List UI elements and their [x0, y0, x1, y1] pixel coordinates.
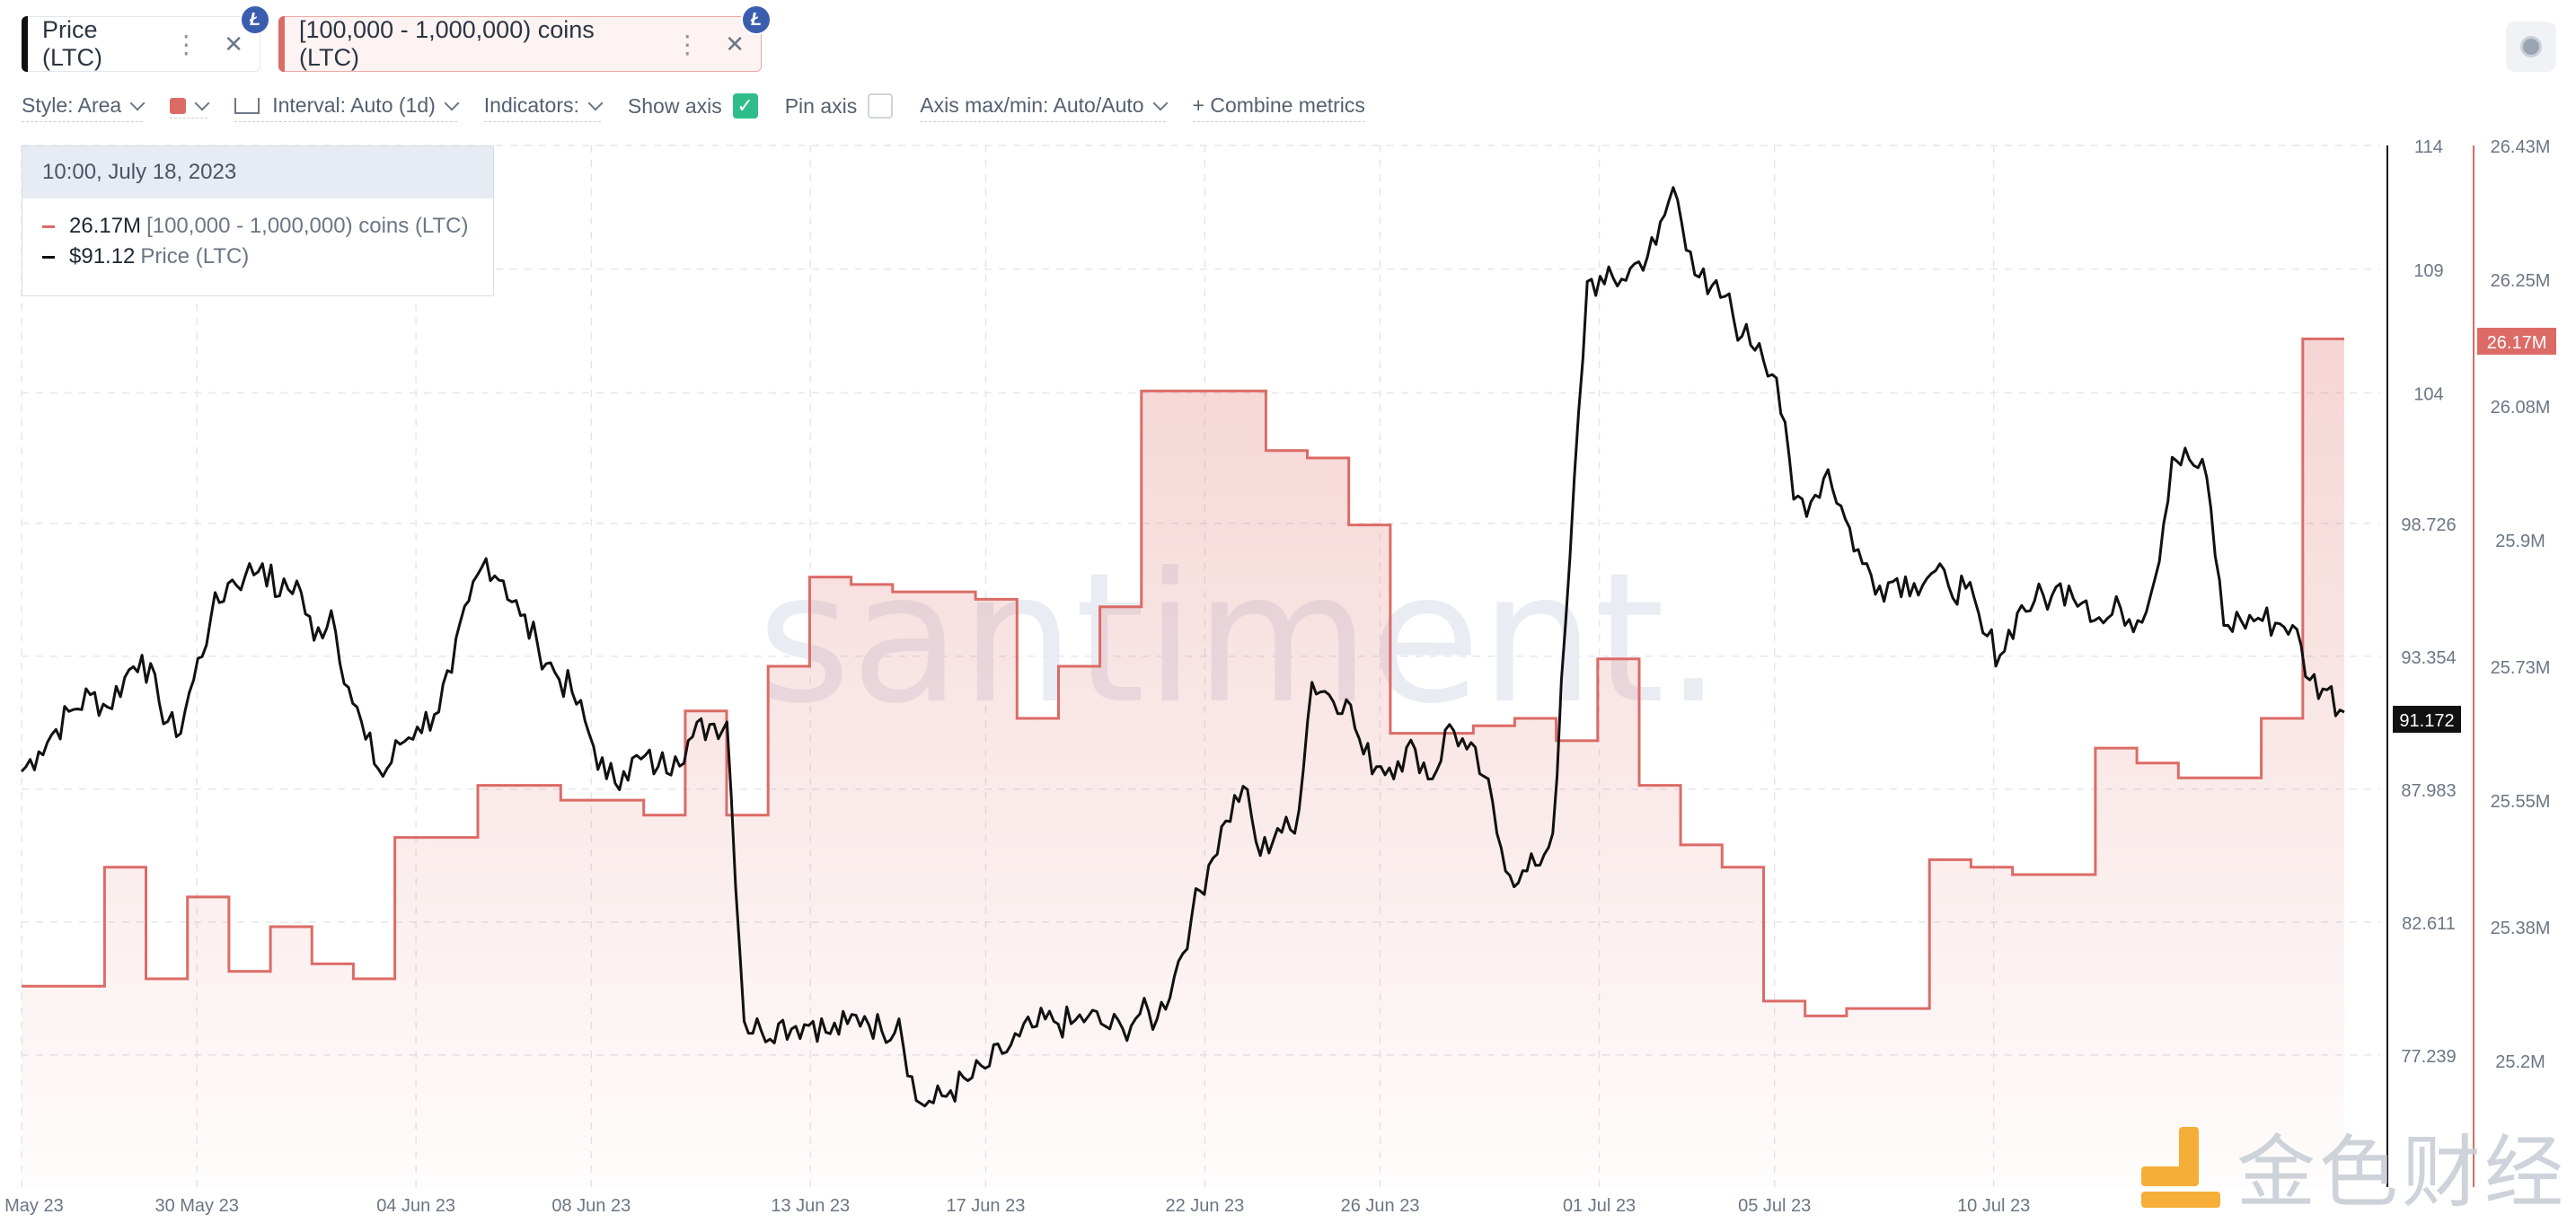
price-current-label: 91.172 [2393, 706, 2461, 733]
combine-metrics-label: + Combine metrics [1192, 93, 1365, 117]
tooltip-value: 26.17M [69, 214, 142, 238]
x-tick-label: 01 Jul 23 [1563, 1196, 1636, 1216]
metric-color-bar [22, 16, 28, 72]
x-tick-label: 13 Jun 23 [771, 1196, 850, 1216]
combine-metrics-button[interactable]: + Combine metrics [1192, 93, 1365, 122]
axis-maxmin-label: Axis max/min: Auto/Auto [920, 93, 1144, 117]
settings-icon [2520, 36, 2542, 57]
indicators-dropdown[interactable]: Indicators: [483, 93, 604, 122]
tooltip-value: $91.12 [69, 244, 136, 268]
litecoin-icon: Ł [240, 4, 270, 35]
show-axis-label: Show axis [627, 93, 722, 118]
pin-axis-label: Pin axis [784, 93, 858, 118]
x-tick-label: 26 Jun 23 [1341, 1196, 1420, 1216]
series-marker [42, 255, 55, 259]
x-tick-label: 17 Jun 23 [947, 1196, 1026, 1216]
y-left-tick-label: 93.354 [2401, 648, 2456, 668]
pin-axis-toggle[interactable]: Pin axis [785, 93, 894, 122]
y-left-tick-label: 82.611 [2402, 914, 2456, 934]
tooltip-row-holdings: 26.17M [100,000 - 1,000,000) coins (LTC) [42, 211, 493, 242]
jinse-logo: 金色财经 [2136, 1109, 2567, 1223]
interval-label: Interval: Auto (1d) [272, 93, 436, 117]
tooltip-row-price: $91.12 Price (LTC) [42, 242, 493, 272]
color-swatch [170, 97, 187, 114]
price-current-value: 91.172 [2399, 711, 2454, 731]
x-tick-label: 26 May 23 [0, 1196, 64, 1216]
x-tick-label: 08 Jun 23 [551, 1196, 631, 1216]
holdings-current-label: 26.17M [2477, 328, 2556, 355]
holdings-area [22, 339, 2344, 1187]
y-right-tick-label: 25.38M [2491, 919, 2551, 938]
axis-maxmin-dropdown[interactable]: Axis max/min: Auto/Auto [920, 93, 1169, 122]
chart-tooltip: 10:00, July 18, 2023 26.17M [100,000 - 1… [22, 145, 494, 296]
more-options-icon[interactable]: ⋮ [675, 30, 700, 58]
close-icon[interactable]: ✕ [224, 30, 243, 57]
chart-toolbar: Style: Area Interval: Auto (1d) Indicato… [22, 90, 1392, 126]
y-right-tick-label: 25.9M [2495, 532, 2545, 551]
y-right-tick-label: 26.25M [2491, 271, 2551, 291]
metric-chip-price[interactable]: Price (LTC) ⋮ ✕ Ł [22, 4, 270, 72]
y-right-tick-label: 25.2M [2495, 1052, 2545, 1072]
more-options-icon[interactable]: ⋮ [173, 30, 198, 58]
color-dropdown[interactable] [170, 95, 210, 119]
ruler-icon [234, 97, 260, 114]
checkbox-unchecked[interactable] [868, 93, 894, 119]
x-tick-label: 22 Jun 23 [1165, 1196, 1244, 1216]
tooltip-series-name: Price (LTC) [140, 244, 250, 268]
y-left-tick-label: 109 [2413, 261, 2443, 281]
y-left-tick-label: 114 [2414, 137, 2443, 157]
tooltip-series-name: [100,000 - 1,000,000) coins (LTC) [146, 214, 469, 238]
y-left-tick-label: 104 [2413, 385, 2443, 405]
indicators-label: Indicators: [483, 93, 579, 117]
x-tick-label: 05 Jul 23 [1738, 1196, 1811, 1216]
y-left-tick-label: 98.726 [2401, 515, 2456, 535]
x-tick-label: 30 May 23 [154, 1196, 238, 1216]
y-right-tick-label: 26.43M [2491, 137, 2551, 157]
price-line [20, 186, 2345, 1108]
metric-chip-label: [100,000 - 1,000,000) coins (LTC) [299, 16, 595, 71]
holdings-line [22, 337, 2344, 1017]
y-axis-left: 114 109 104 98.726 93.354 87.983 82.611 77.239 [2401, 137, 2456, 1067]
y-right-tick-label: 25.73M [2491, 658, 2551, 678]
metric-color-bar [278, 16, 285, 72]
x-tick-label: 04 Jun 23 [376, 1196, 455, 1216]
y-left-tick-label: 77.239 [2401, 1047, 2456, 1067]
close-icon[interactable]: ✕ [725, 30, 745, 57]
logo-icon [2140, 1126, 2220, 1208]
x-axis: 26 May 23 30 May 23 04 Jun 23 08 Jun 23 13 J… [0, 1196, 2030, 1216]
y-right-tick-label: 25.55M [2491, 792, 2551, 812]
logo-text: 金色财经 [2236, 1126, 2567, 1219]
metric-chip-label: Price (LTC) [42, 16, 102, 71]
x-tick-label: 10 Jul 23 [1957, 1196, 2030, 1216]
style-label: Style: Area [22, 93, 122, 117]
settings-button[interactable] [2506, 22, 2556, 72]
litecoin-icon: Ł [741, 4, 772, 35]
holdings-current-value: 26.17M [2487, 333, 2547, 353]
interval-dropdown[interactable]: Interval: Auto (1d) [234, 93, 460, 122]
checkbox-checked[interactable]: ✓ [732, 93, 758, 119]
show-axis-toggle[interactable]: Show axis ✓ [628, 93, 758, 122]
y-axis-right: 26.43M 26.25M 26.08M 25.9M 25.73M 25.55M 25.38… [2491, 137, 2551, 1072]
y-right-tick-label: 26.08M [2491, 398, 2551, 418]
y-left-tick-label: 87.983 [2401, 781, 2456, 801]
series-marker [42, 224, 55, 228]
style-dropdown[interactable]: Style: Area [22, 93, 146, 122]
tooltip-date: 10:00, July 18, 2023 [22, 146, 493, 198]
metric-chip-holdings[interactable]: [100,000 - 1,000,000) coins (LTC) ⋮ ✕ Ł [278, 4, 772, 72]
